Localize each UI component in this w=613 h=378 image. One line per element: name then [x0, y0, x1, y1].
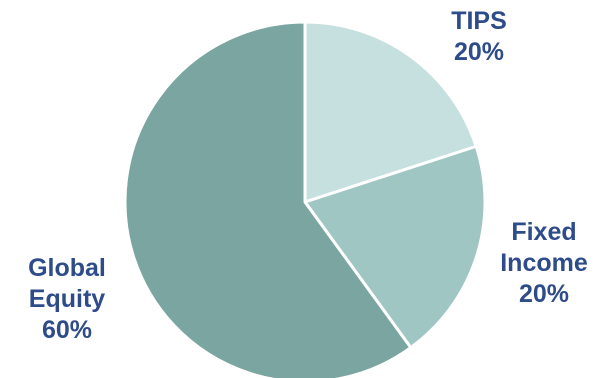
pie-slices	[123, 20, 487, 378]
slice-label-line: 20%	[519, 280, 569, 308]
slice-label-fixed-income: Fixed Income 20%	[500, 218, 588, 308]
pie-slice-tips	[303, 20, 478, 204]
slice-label-tips: TIPS 20%	[451, 7, 507, 66]
slice-label-line: Fixed	[511, 218, 576, 246]
slice-label-line: 60%	[42, 316, 92, 344]
pie-labels: TIPS 20% Fixed Income 20% Global Equity 60%	[28, 7, 588, 344]
slice-label-global-equity: Global Equity 60%	[28, 254, 106, 344]
pie-slice-fixed-income	[303, 144, 487, 350]
pie-slice-global-equity	[123, 20, 413, 378]
slice-label-line: Income	[500, 249, 588, 277]
slice-label-line: Global	[28, 254, 106, 282]
slice-label-line: 20%	[454, 38, 504, 66]
slice-label-line: Equity	[29, 285, 105, 313]
slice-label-line: TIPS	[451, 7, 507, 35]
